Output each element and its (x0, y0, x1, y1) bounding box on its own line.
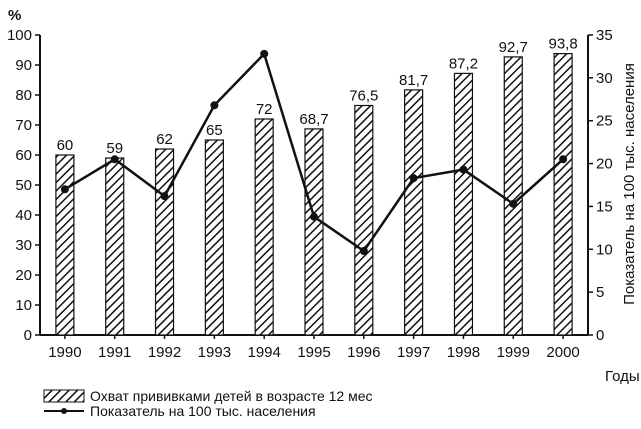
x-tick-label: 1996 (347, 344, 380, 361)
x-tick-label: 1991 (98, 344, 131, 361)
bar (154, 148, 175, 336)
bar (453, 72, 474, 336)
bar-value-label: 65 (206, 122, 223, 139)
bar-value-label: 93,8 (548, 36, 577, 53)
bar-value-label: 68,7 (299, 111, 328, 128)
line-point (110, 155, 119, 164)
bar-value-label: 72 (256, 101, 273, 118)
y-right-tick-label: 15 (596, 198, 613, 215)
y-left-tick-label: 90 (15, 57, 32, 74)
line-point (310, 212, 318, 221)
x-tick-label: 1997 (397, 344, 430, 361)
line-point (60, 185, 69, 194)
y-right-axis-label: Показатель на 100 тыс. населения (621, 63, 638, 305)
bar (105, 157, 125, 336)
y-right-tick-label: 25 (596, 113, 613, 130)
y-right-tick-label: 30 (596, 70, 613, 87)
legend-bar-swatch (43, 389, 85, 403)
bar-value-label: 81,7 (399, 72, 428, 89)
line-point (509, 199, 518, 208)
x-tick-label: 1993 (198, 344, 231, 361)
y-left-tick-label: 10 (15, 297, 32, 314)
bar (503, 56, 523, 336)
y-left-tick-label: 30 (15, 237, 32, 254)
x-tick-label: 1999 (497, 344, 530, 361)
bar (304, 128, 324, 336)
bar (55, 154, 75, 336)
legend: Охват прививками детей в возрасте 12 мес… (43, 388, 373, 419)
y-left-tick-label: 70 (15, 117, 32, 134)
line-point (210, 101, 219, 110)
y-left-tick-label: 40 (15, 207, 32, 224)
bar (553, 52, 573, 336)
bar-value-label: 62 (156, 131, 173, 148)
bar-value-label: 60 (57, 137, 74, 154)
x-tick-label: 2000 (546, 344, 579, 361)
y-right-tick-label: 35 (596, 27, 613, 44)
bar-value-label: 59 (106, 140, 123, 157)
bar (404, 89, 424, 336)
x-tick-label: 1992 (148, 344, 181, 361)
bar-value-label: 87,2 (449, 55, 478, 72)
legend-bar-label: Охват прививками детей в возрасте 12 мес (90, 388, 373, 404)
y-left-tick-label: 80 (15, 87, 32, 104)
y-left-tick-label: 0 (24, 327, 32, 344)
bar-value-label: 76,5 (349, 88, 378, 105)
y-right-tick-label: 5 (596, 284, 604, 301)
y-left-tick-label: 50 (15, 177, 32, 194)
legend-line-marker (61, 408, 67, 414)
line-point (359, 247, 368, 255)
bar (354, 104, 374, 336)
bar (204, 139, 224, 336)
x-tick-label: 1998 (447, 344, 480, 361)
x-axis-label: Годы (605, 368, 640, 385)
bar-value-label: 92,7 (499, 39, 528, 56)
x-tick-label: 1995 (297, 344, 330, 361)
line-point (160, 192, 169, 201)
line-point (459, 165, 468, 174)
y-left-tick-label: 60 (15, 147, 32, 164)
x-tick-label: 1990 (48, 344, 81, 361)
line-point (409, 174, 418, 183)
y-left-tick-label: 20 (15, 267, 32, 284)
bar (254, 118, 274, 336)
y-right-tick-label: 0 (596, 327, 604, 344)
line-point (260, 49, 269, 58)
legend-line-label: Показатель на 100 тыс. населения (90, 403, 316, 419)
y-left-tick-label: 100 (7, 27, 32, 44)
line-point (559, 155, 568, 164)
x-tick-label: 1994 (247, 344, 280, 361)
y-left-axis-label: % (8, 7, 21, 24)
y-right-tick-label: 20 (596, 156, 613, 173)
y-right-tick-label: 10 (596, 241, 613, 258)
